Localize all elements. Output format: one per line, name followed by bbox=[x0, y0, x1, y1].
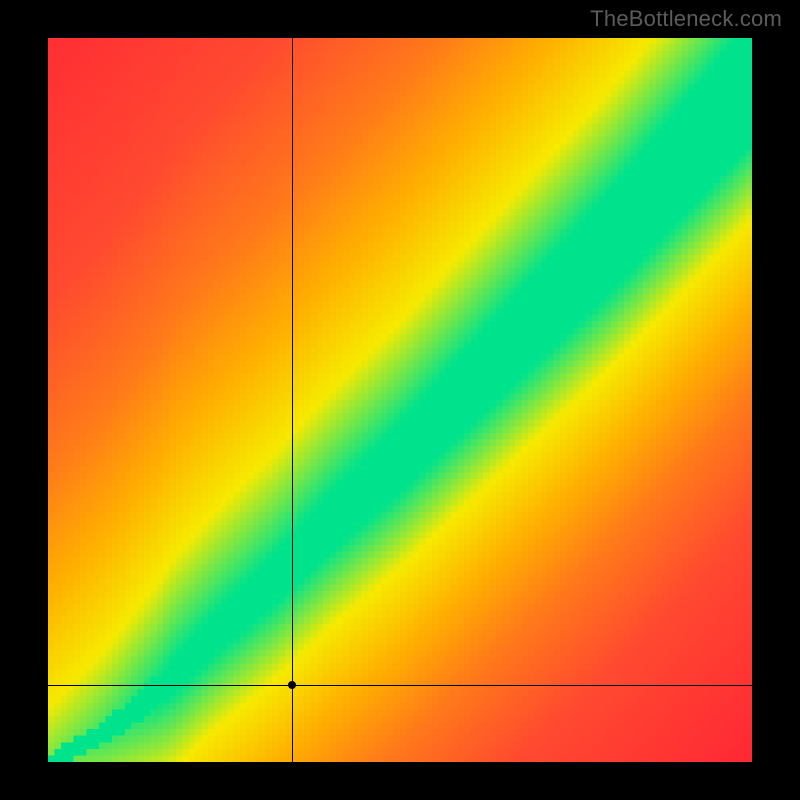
crosshair-horizontal bbox=[48, 685, 752, 686]
chart-frame: TheBottleneck.com bbox=[0, 0, 800, 800]
bottleneck-heatmap bbox=[48, 38, 752, 762]
watermark-text: TheBottleneck.com bbox=[590, 6, 782, 32]
crosshair-point bbox=[288, 681, 296, 689]
crosshair-vertical bbox=[292, 38, 293, 762]
